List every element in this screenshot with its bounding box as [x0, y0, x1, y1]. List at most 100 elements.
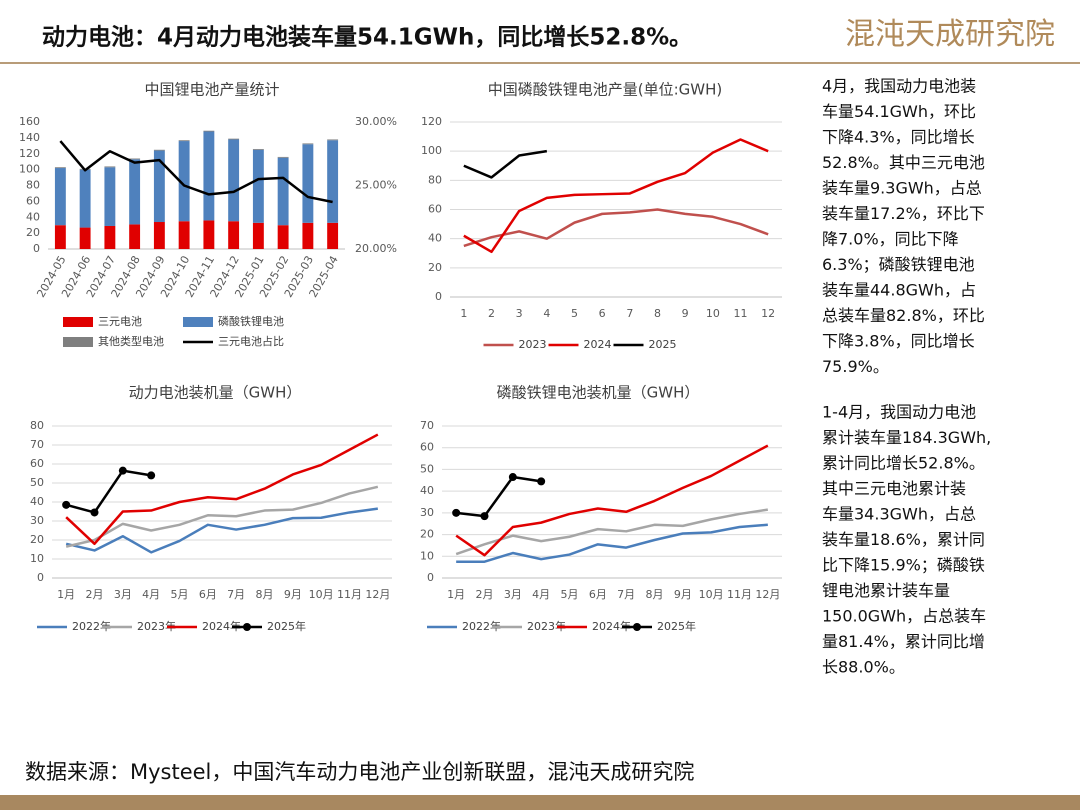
- legend-marker: [243, 623, 251, 631]
- chart-title: 磷酸铁锂电池装机量（GWH）: [497, 384, 700, 402]
- y-tick-label: 60: [30, 457, 44, 470]
- y2-tick-label: 25.00%: [355, 179, 397, 192]
- x-tick-label: 7月: [617, 588, 635, 601]
- bar-segment: [104, 167, 116, 226]
- legend-swatch: [183, 317, 213, 327]
- side-text-line: 150.0GWh，占总装车: [822, 607, 986, 626]
- x-tick-label: 11: [734, 307, 748, 320]
- y-tick-label: 60: [26, 194, 40, 207]
- x-tick-label: 9月: [674, 588, 692, 601]
- side-text-line: 1-4月，我国动力电池: [822, 403, 976, 422]
- bar-segment: [104, 166, 116, 168]
- bar-segment: [327, 222, 339, 249]
- x-tick-label: 5: [571, 307, 578, 320]
- bar-segment: [104, 225, 116, 249]
- side-text-line: 总装车量82.8%，环比: [822, 306, 985, 325]
- y-tick-label: 100: [19, 163, 40, 176]
- y-tick-label: 20: [428, 261, 442, 274]
- x-tick-label: 9: [682, 307, 689, 320]
- x-tick-label: 4月: [532, 588, 550, 601]
- bar-segment: [153, 222, 165, 249]
- bar-segment: [228, 139, 240, 222]
- side-text-line: 6.3%；磷酸铁锂电池: [822, 255, 975, 274]
- bar-segment: [302, 144, 314, 223]
- y-tick-label: 20: [26, 226, 40, 239]
- x-tick-label: 3月: [114, 588, 132, 601]
- y-tick-label: 30: [420, 506, 434, 519]
- bar-segment: [302, 222, 314, 249]
- bar-segment: [203, 130, 215, 132]
- series-line: [59, 140, 333, 204]
- x-tick-label: 1月: [57, 588, 75, 601]
- bar-segment: [252, 149, 264, 223]
- y-tick-label: 80: [26, 179, 40, 192]
- y-tick-label: 40: [428, 232, 442, 245]
- legend-label: 其他类型电池: [98, 334, 164, 348]
- series-line: [456, 475, 542, 518]
- x-tick-label: 3月: [504, 588, 522, 601]
- side-text-line: 车量54.1GWh，环比: [822, 102, 976, 121]
- x-tick-label: 6月: [589, 588, 607, 601]
- point-marker: [452, 508, 461, 517]
- y-tick-label: 20: [420, 528, 434, 541]
- y-tick-label: 40: [420, 484, 434, 497]
- y-tick-label: 0: [37, 571, 44, 584]
- y-tick-label: 10: [30, 552, 44, 565]
- y-tick-label: 160: [19, 115, 40, 128]
- bar-segment: [129, 158, 141, 160]
- point-marker: [537, 477, 546, 486]
- bar-segment: [129, 159, 141, 225]
- series-line: [65, 433, 379, 546]
- x-tick-label: 8月: [646, 588, 664, 601]
- x-tick-label: 11月: [337, 588, 362, 601]
- header-title: 动力电池：4月动力电池装车量54.1GWh，同比增长52.8%。: [42, 24, 692, 51]
- x-tick-label: 9月: [284, 588, 302, 601]
- x-tick-label: 12月: [755, 588, 780, 601]
- x-tick-label: 10月: [309, 588, 334, 601]
- point-marker: [147, 471, 156, 480]
- bar-segment: [203, 220, 215, 249]
- bar-segment: [79, 227, 91, 249]
- point-marker: [508, 473, 517, 482]
- legend-label: 2023年: [527, 619, 566, 633]
- side-text-line: 75.9%。: [822, 357, 889, 376]
- bar-segment: [79, 169, 91, 228]
- legend-label: 2022年: [462, 619, 501, 633]
- x-tick-label: 6月: [199, 588, 217, 601]
- x-tick-label: 2月: [86, 588, 104, 601]
- series-line: [463, 149, 548, 179]
- header-rule: [0, 62, 1080, 64]
- bar-segment: [178, 141, 190, 222]
- x-tick-label: 1: [460, 307, 467, 320]
- side-text-line: 52.8%。其中三元电池: [822, 153, 985, 172]
- bar-segment: [252, 148, 264, 150]
- series-line: [65, 469, 152, 514]
- x-tick-label: 10月: [699, 588, 724, 601]
- series-line: [65, 507, 378, 554]
- x-tick-label: 7月: [227, 588, 245, 601]
- x-tick-label: 2月: [476, 588, 494, 601]
- side-text-line: 累计装车量184.3GWh,: [822, 428, 991, 447]
- x-tick-label: 6: [599, 307, 606, 320]
- bar-segment: [153, 150, 165, 223]
- x-tick-label: 4月: [142, 588, 160, 601]
- bar-segment: [178, 140, 190, 142]
- side-text-line: 装车量44.8GWh，占: [822, 281, 976, 300]
- y-tick-label: 40: [30, 495, 44, 508]
- side-text-line: 下降4.3%，同比增长: [822, 128, 975, 147]
- bar-segment: [203, 131, 215, 221]
- side-text-line: 装车量9.3GWh，占总: [822, 179, 982, 198]
- y-tick-label: 60: [420, 441, 434, 454]
- series-line: [455, 444, 769, 557]
- legend-label: 磷酸铁锂电池: [218, 314, 284, 328]
- legend-label: 2024: [584, 338, 612, 351]
- legend-swatch: [63, 337, 93, 347]
- y-tick-label: 0: [33, 242, 40, 255]
- side-text-line: 比下降15.9%；磷酸铁: [822, 556, 985, 575]
- x-tick-label: 10: [706, 307, 720, 320]
- legend-label: 2025年: [267, 619, 306, 633]
- x-tick-label: 1月: [447, 588, 465, 601]
- side-text-line: 下降3.8%，同比增长: [822, 332, 975, 351]
- y-tick-label: 10: [420, 549, 434, 562]
- side-text-line: 降7.0%，同比下降: [822, 230, 959, 249]
